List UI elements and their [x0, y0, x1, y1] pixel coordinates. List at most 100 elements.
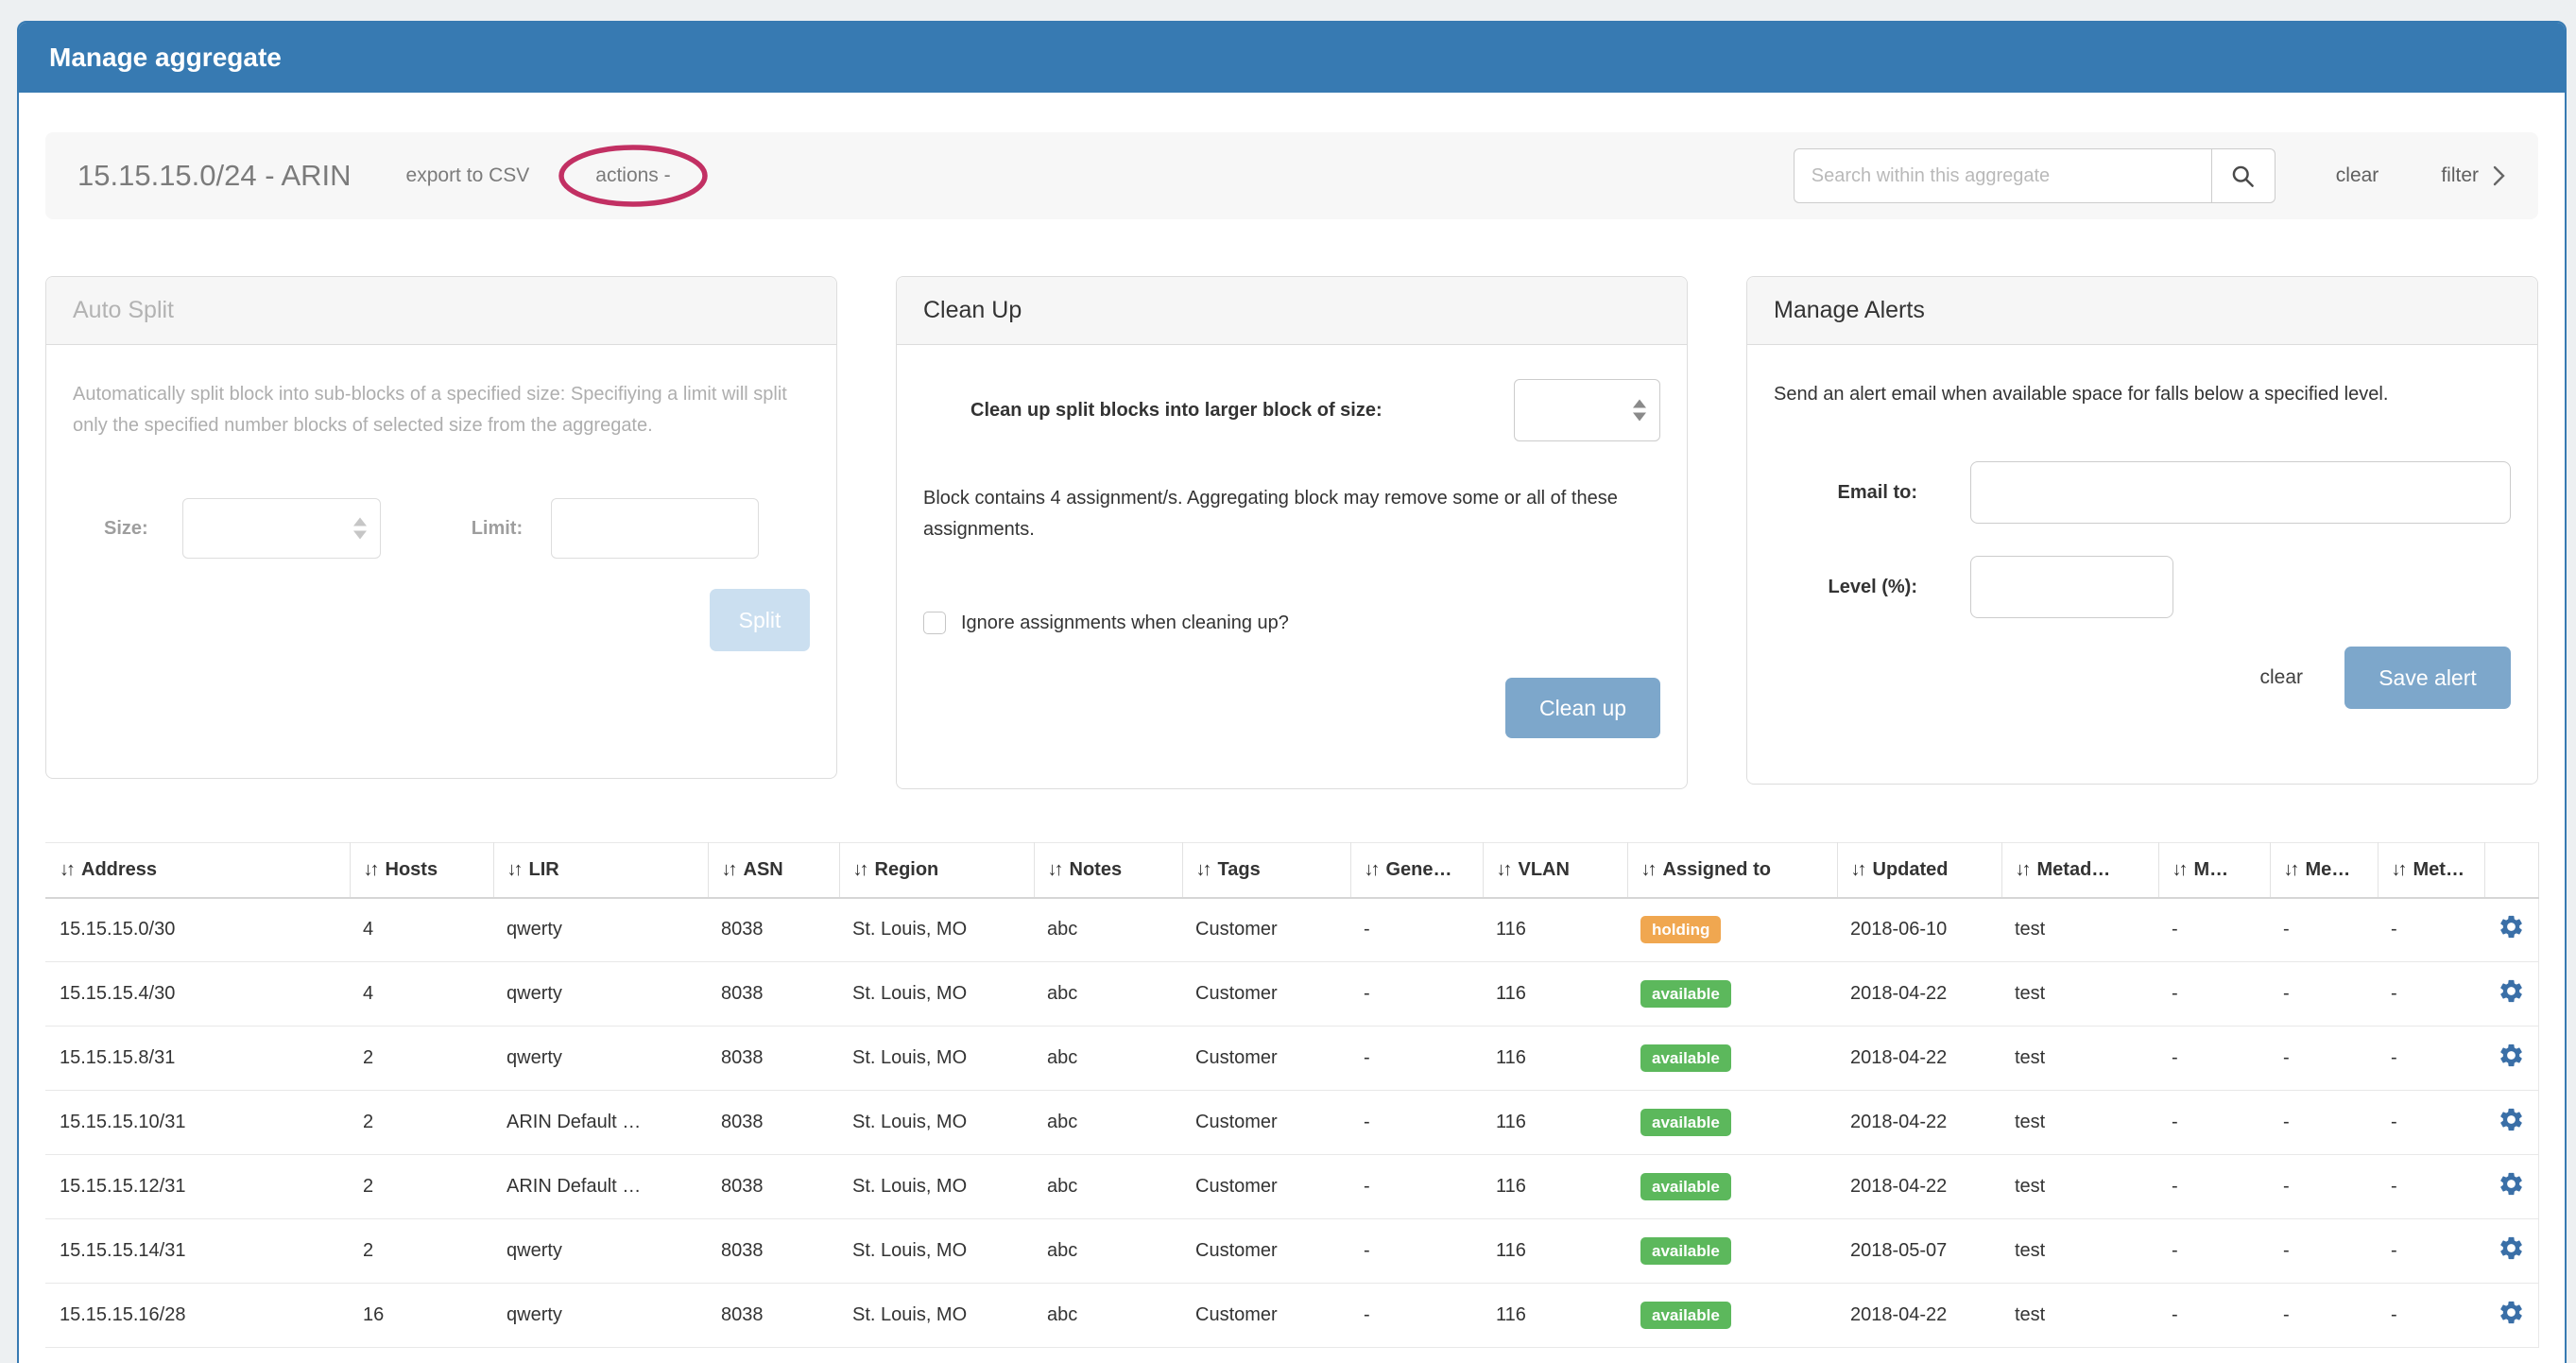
cell-metadata3: -: [2270, 1090, 2378, 1155]
clean-up-card: Clean Up Clean up split blocks into larg…: [896, 276, 1688, 789]
column-header-notes[interactable]: ↓↑ Notes: [1033, 842, 1182, 899]
search-clear-link[interactable]: clear: [2335, 164, 2379, 186]
email-label: Email to:: [1837, 481, 1917, 503]
column-header-metadata1[interactable]: ↓↑ Metad…: [2001, 842, 2158, 899]
sort-icon: ↓↑: [1195, 858, 1212, 880]
cell-lir: qwerty: [493, 1283, 708, 1348]
cell-tags: Customer: [1182, 897, 1350, 962]
column-header-region[interactable]: ↓↑ Region: [838, 842, 1034, 899]
column-header-vlan[interactable]: ↓↑ VLAN: [1482, 842, 1627, 899]
clean-up-size-select[interactable]: [1514, 379, 1660, 441]
clean-up-note: Block contains 4 assignment/s. Aggregati…: [923, 488, 1618, 540]
cell-hosts: 2: [350, 1218, 493, 1284]
cell-vlan: 116: [1483, 897, 1627, 962]
cell-tags: Customer: [1182, 1090, 1350, 1155]
cell-address: 15.15.15.0/30: [45, 897, 350, 962]
cell-updated: 2018-04-22: [1837, 1026, 2001, 1091]
cell-metadata2: -: [2158, 897, 2270, 962]
filter-link[interactable]: filter: [2441, 164, 2506, 188]
cell-lir: ARIN Default …: [493, 1090, 708, 1155]
sort-icon: ↓↑: [507, 858, 524, 880]
column-header-updated[interactable]: ↓↑ Updated: [1836, 842, 2001, 899]
column-header-address[interactable]: ↓↑ Address: [45, 842, 350, 899]
column-header-asn[interactable]: ↓↑ ASN: [707, 842, 839, 899]
gear-icon[interactable]: [2498, 1106, 2525, 1139]
cell-tags: Customer: [1182, 1154, 1350, 1219]
cell-assigned_to: available: [1627, 1090, 1837, 1155]
cell-metadata3: -: [2270, 1283, 2378, 1348]
cell-address: 15.15.15.4/30: [45, 961, 350, 1027]
column-header-lir[interactable]: ↓↑ LIR: [492, 842, 708, 899]
cell-updated: 2018-06-10: [1837, 897, 2001, 962]
cell-metadata3: -: [2270, 1154, 2378, 1219]
cell-generic: -: [1350, 1090, 1483, 1155]
gear-icon[interactable]: [2498, 913, 2525, 946]
row-actions-cell: [2484, 1090, 2539, 1155]
export-csv-link[interactable]: export to CSV: [405, 164, 530, 186]
alert-clear-link[interactable]: clear: [2259, 666, 2303, 688]
column-header-metadata2[interactable]: ↓↑ M…: [2157, 842, 2270, 899]
cell-metadata1: test: [2001, 1090, 2158, 1155]
column-header-assigned_to[interactable]: ↓↑ Assigned to: [1626, 842, 1837, 899]
cell-notes: abc: [1034, 1026, 1182, 1091]
table-row: 15.15.15.14/31 2 qwerty 8038 St. Louis, MO ab…: [45, 1218, 2539, 1284]
cell-notes: abc: [1034, 961, 1182, 1027]
cell-metadata2: -: [2158, 1283, 2270, 1348]
cell-lir: qwerty: [493, 1218, 708, 1284]
clean-up-button[interactable]: Clean up: [1505, 678, 1660, 738]
alerts-button-row: clear Save alert: [1774, 647, 2511, 709]
cell-updated: 2018-05-07: [1837, 1218, 2001, 1284]
ignore-assignments-checkbox[interactable]: [923, 612, 946, 634]
cell-address: 15.15.15.8/31: [45, 1026, 350, 1091]
column-header-hosts[interactable]: ↓↑ Hosts: [349, 842, 493, 899]
search-input[interactable]: [1793, 148, 2211, 203]
table-header-row: ↓↑ Address ↓↑ Hosts ↓↑ LIR ↓↑ ASN ↓↑ Region ↓↑ Note…: [45, 842, 2539, 899]
gear-icon[interactable]: [2498, 1299, 2525, 1332]
table-row: 15.15.15.0/30 4 qwerty 8038 St. Louis, MO abc…: [45, 897, 2539, 962]
cell-asn: 8038: [708, 1090, 839, 1155]
sort-icon: ↓↑: [2015, 858, 2032, 880]
cell-address: 15.15.15.14/31: [45, 1218, 350, 1284]
chevron-right-icon: [2493, 165, 2505, 186]
search-button[interactable]: [2210, 148, 2275, 203]
split-button[interactable]: Split: [710, 589, 810, 651]
cell-metadata3: -: [2270, 897, 2378, 962]
cell-tags: Customer: [1182, 1283, 1350, 1348]
sort-icon: ↓↑: [1496, 858, 1513, 880]
aggregate-toolbar: 15.15.15.0/24 - ARIN export to CSV actio…: [45, 132, 2538, 219]
auto-split-controls: Size: Limit:: [104, 498, 810, 559]
auto-split-card: Auto Split Automatically split block int…: [45, 276, 837, 779]
cell-region: St. Louis, MO: [839, 961, 1034, 1027]
status-badge: available: [1640, 1109, 1731, 1136]
column-header-metadata3[interactable]: ↓↑ Me…: [2269, 842, 2378, 899]
gear-icon[interactable]: [2498, 1234, 2525, 1268]
gear-icon[interactable]: [2498, 1042, 2525, 1075]
row-actions-cell: [2484, 1218, 2539, 1284]
size-select[interactable]: [181, 498, 381, 559]
cell-metadata1: test: [2001, 897, 2158, 962]
cell-metadata4: -: [2378, 1026, 2484, 1091]
email-input[interactable]: [1970, 461, 2511, 524]
limit-input[interactable]: [551, 498, 760, 559]
table-row: 15.15.15.4/30 4 qwerty 8038 St. Louis, MO abc…: [45, 961, 2539, 1027]
cell-assigned_to: available: [1627, 1283, 1837, 1348]
column-header-tags[interactable]: ↓↑ Tags: [1181, 842, 1350, 899]
gear-icon[interactable]: [2498, 1170, 2525, 1203]
level-input[interactable]: [1970, 556, 2173, 618]
column-header-generic[interactable]: ↓↑ Gene…: [1349, 842, 1483, 899]
actions-dropdown[interactable]: actions -: [558, 145, 708, 207]
cell-hosts: 2: [350, 1026, 493, 1091]
cell-lir: qwerty: [493, 1026, 708, 1091]
column-header-metadata4[interactable]: ↓↑ Met…: [2377, 842, 2484, 899]
cell-hosts: 2: [350, 1090, 493, 1155]
sort-icon: ↓↑: [1640, 858, 1657, 880]
cell-generic: -: [1350, 1283, 1483, 1348]
save-alert-button[interactable]: Save alert: [2344, 647, 2511, 709]
gear-icon[interactable]: [2498, 977, 2525, 1010]
table-row: 15.15.15.10/31 2 ARIN Default … 8038 St. Lou…: [45, 1090, 2539, 1155]
cell-notes: abc: [1034, 1154, 1182, 1219]
cell-vlan: 116: [1483, 1283, 1627, 1348]
actions-dropdown-label: actions -: [595, 164, 671, 186]
cell-vlan: 116: [1483, 961, 1627, 1027]
clean-up-body: Clean up split blocks into larger block …: [897, 345, 1687, 772]
